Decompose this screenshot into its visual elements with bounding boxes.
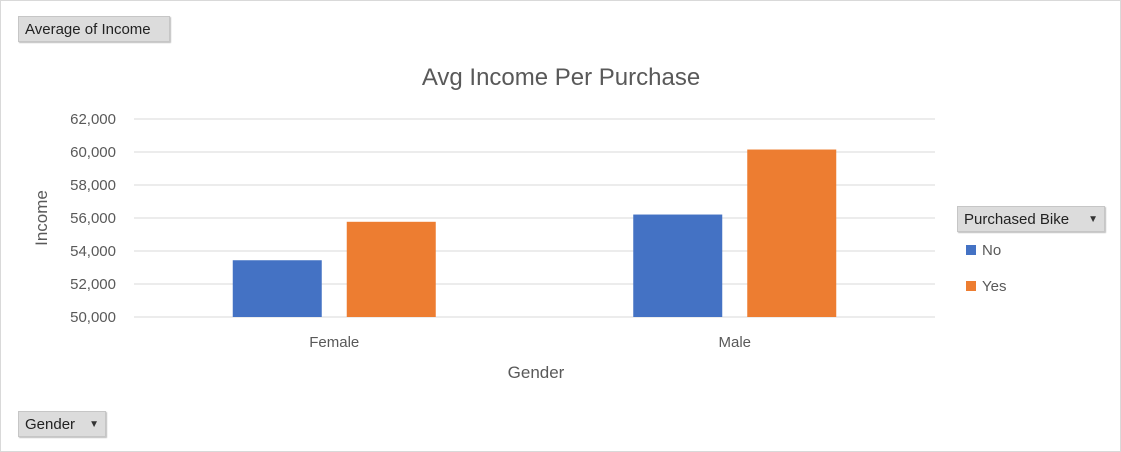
legend-label-yes: Yes [982,278,1006,295]
y-tick-label: 50,000 [70,309,116,326]
legend-field-button[interactable]: Purchased Bike ▼ [957,206,1105,232]
axis-field-button[interactable]: Gender ▼ [18,411,106,437]
bar-yes-male [747,149,837,317]
legend-field-label: Purchased Bike [964,210,1070,228]
x-tick-label: Male [718,334,751,351]
bar-no-female [232,260,322,317]
y-tick-label: 56,000 [70,210,116,227]
x-axis-title: Gender [508,363,565,382]
legend-swatch-yes [966,281,976,291]
y-axis-ticks: 50,000 52,000 54,000 56,000 58,000 60,000 62,0… [70,111,116,326]
value-field-label: Average of Income [25,20,151,38]
bar-no-male [633,214,723,317]
bar-yes-female [346,221,436,317]
x-tick-label: Female [309,334,359,351]
legend-label-no: No [982,242,1001,259]
bars [232,149,837,317]
chart-title: Avg Income Per Purchase [422,64,700,91]
y-tick-label: 54,000 [70,243,116,260]
y-tick-label: 58,000 [70,177,116,194]
y-tick-label: 62,000 [70,111,116,128]
y-tick-label: 52,000 [70,276,116,293]
y-tick-label: 60,000 [70,144,116,161]
dropdown-arrow-icon[interactable]: ▼ [1088,213,1098,225]
dropdown-arrow-icon[interactable]: ▼ [89,418,99,430]
legend: No Yes [966,242,1006,295]
x-axis-ticks: Female Male [309,334,751,351]
y-axis-title: Income [32,190,51,246]
legend-swatch-no [966,245,976,255]
axis-field-label: Gender [25,415,76,433]
value-field-button[interactable]: Average of Income [18,16,170,42]
